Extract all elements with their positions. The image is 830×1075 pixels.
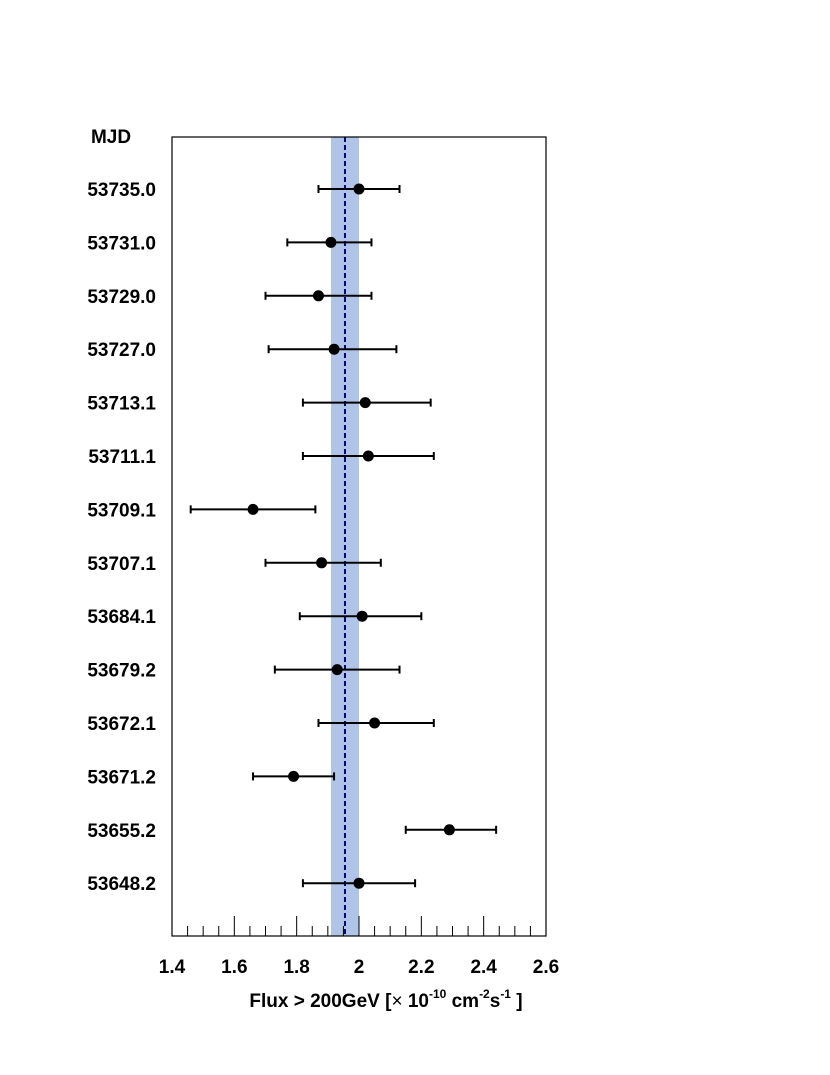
data-point [189, 503, 317, 515]
x-tick-labels: 1.4 1.6 1.8 2 2.2 2.4 2.6 [159, 957, 559, 978]
x-tick-label: 2.4 [470, 957, 497, 978]
point-marker [247, 503, 259, 515]
mjd-label: 53731.0 [87, 233, 156, 254]
mjd-label: 53648.2 [87, 874, 156, 895]
x-axis-ticks [171, 916, 547, 936]
point-marker [288, 770, 300, 782]
x-tick-label: 2.6 [533, 957, 559, 978]
data-point [252, 770, 336, 782]
x-tick-label: 1.6 [221, 957, 247, 978]
x-tick-label: 2 [354, 957, 365, 978]
data-points [189, 183, 498, 889]
point-marker [359, 397, 371, 409]
x-tick-label: 2.2 [408, 957, 434, 978]
mjd-label: 53711.1 [88, 447, 156, 468]
mjd-label: 53713.1 [87, 394, 156, 415]
x-tick-label: 1.4 [159, 957, 186, 978]
data-point [301, 877, 417, 889]
point-marker [331, 664, 343, 676]
data-point [264, 557, 382, 569]
point-marker [353, 183, 365, 195]
mjd-label: 53684.1 [87, 607, 156, 628]
point-marker [362, 450, 374, 462]
mean-band [330, 137, 359, 936]
point-marker [353, 877, 365, 889]
data-point [267, 343, 398, 355]
point-marker [316, 557, 328, 569]
point-marker [325, 236, 337, 248]
x-tick-label: 1.8 [283, 957, 309, 978]
point-marker [312, 290, 324, 302]
data-point [264, 290, 373, 302]
point-marker [328, 343, 340, 355]
data-point [301, 397, 432, 409]
mjd-label: 53672.1 [87, 714, 156, 735]
mjd-label: 53735.0 [87, 180, 156, 201]
mjd-label: 53729.0 [87, 287, 156, 308]
data-point [298, 610, 423, 622]
mjd-label: 53671.2 [87, 767, 156, 788]
row-labels: 53735.0 53731.0 53729.0 53727.0 53713.1 53711… [87, 180, 156, 895]
y-axis-title: MJD [91, 127, 131, 148]
point-marker [443, 824, 455, 836]
mjd-label: 53727.0 [87, 340, 156, 361]
data-point [301, 450, 435, 462]
point-marker [369, 717, 381, 729]
x-axis-title: Flux > 200GeV [× 10-10 cm-2s-1 ] [249, 987, 522, 1012]
mjd-label: 53679.2 [87, 661, 156, 682]
data-point [286, 236, 373, 248]
mjd-label: 53709.1 [87, 500, 156, 521]
data-point [273, 664, 401, 676]
mjd-label: 53707.1 [87, 554, 156, 575]
data-point [317, 717, 435, 729]
data-point [317, 183, 401, 195]
data-point [404, 824, 498, 836]
point-marker [356, 610, 368, 622]
mjd-label: 53655.2 [87, 821, 156, 842]
